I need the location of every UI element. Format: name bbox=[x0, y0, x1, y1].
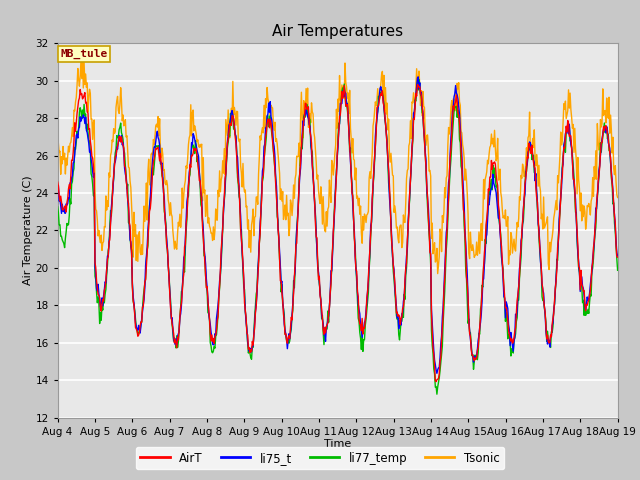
Title: Air Temperatures: Air Temperatures bbox=[272, 24, 403, 39]
Legend: AirT, li75_t, li77_temp, Tsonic: AirT, li75_t, li77_temp, Tsonic bbox=[136, 447, 504, 469]
X-axis label: Time: Time bbox=[324, 439, 351, 449]
Text: MB_tule: MB_tule bbox=[60, 49, 108, 59]
Y-axis label: Air Temperature (C): Air Temperature (C) bbox=[22, 176, 33, 285]
